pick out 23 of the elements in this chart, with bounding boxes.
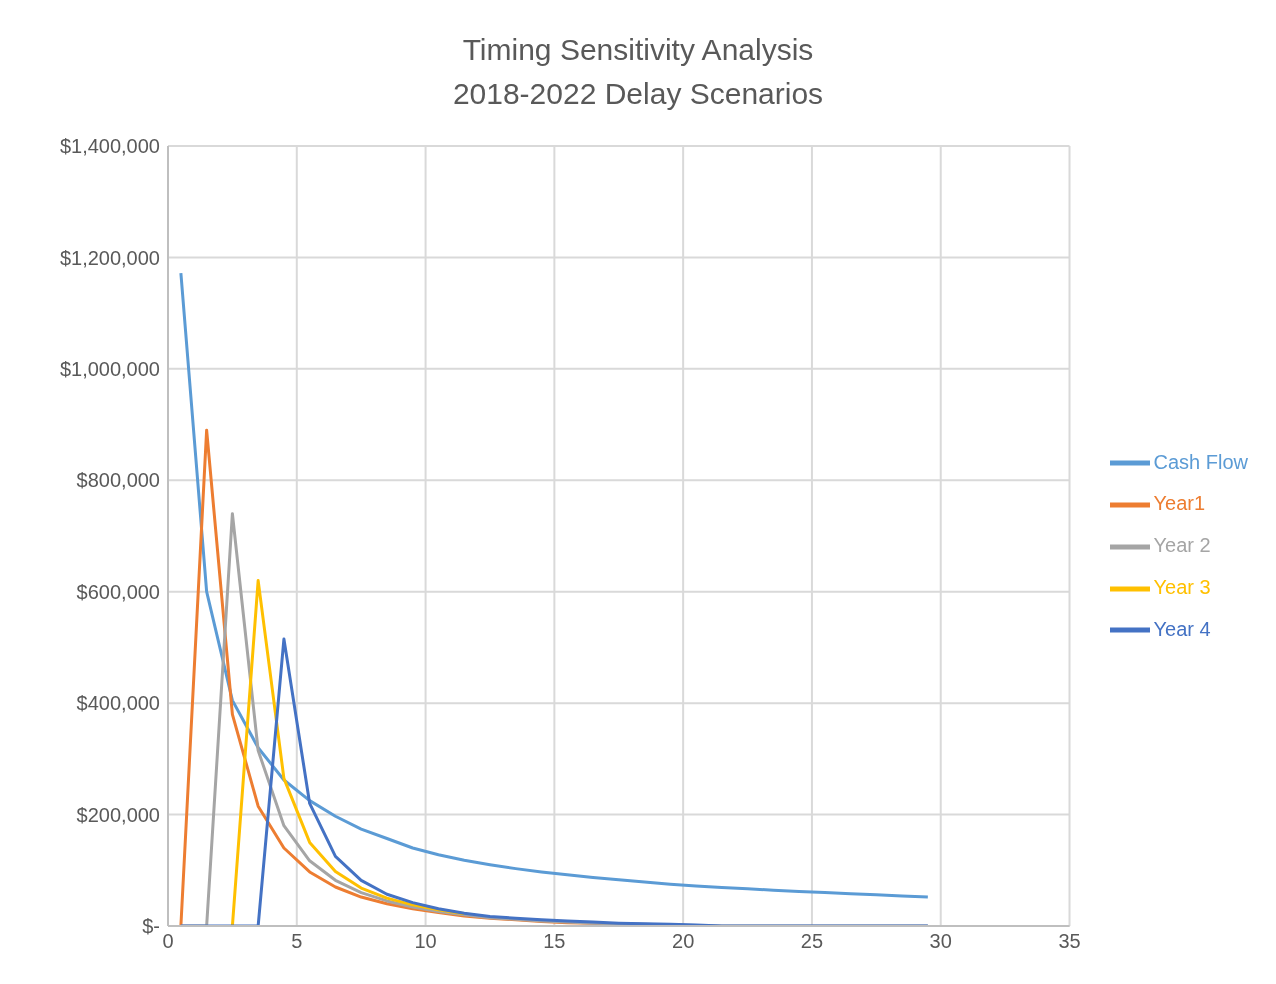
legend-label: Year 4 [1153, 617, 1211, 640]
chart-title: Timing Sensitivity Analysis [461, 32, 815, 68]
x-tick-label: 15 [543, 930, 566, 953]
x-tick-label: 5 [291, 930, 303, 953]
legend-label: Year 2 [1153, 534, 1211, 557]
x-tick-label: 25 [800, 930, 824, 953]
x-tick-label: 20 [672, 930, 695, 953]
x-tick-label: 10 [414, 930, 437, 953]
x-tick-label: 35 [1058, 930, 1081, 953]
y-tick-label: $1,400,000 [59, 135, 160, 158]
legend-label: Year 3 [1153, 575, 1211, 598]
y-tick-label: $1,200,000 [59, 246, 160, 269]
y-tick-label: $200,000 [76, 803, 160, 826]
chart-subtitle: 2018-2022 Delay Scenarios [451, 76, 825, 112]
y-tick-label: $- [142, 915, 160, 938]
y-tick-label: $1,000,000 [59, 357, 160, 380]
x-tick-label: 30 [929, 930, 952, 953]
x-tick-label: 0 [162, 930, 174, 953]
y-tick-label: $800,000 [76, 469, 160, 492]
legend-label: Cash Flow [1153, 450, 1248, 473]
y-tick-label: $600,000 [76, 580, 160, 603]
y-tick-label: $400,000 [76, 692, 160, 715]
legend-label: Year1 [1153, 492, 1206, 515]
